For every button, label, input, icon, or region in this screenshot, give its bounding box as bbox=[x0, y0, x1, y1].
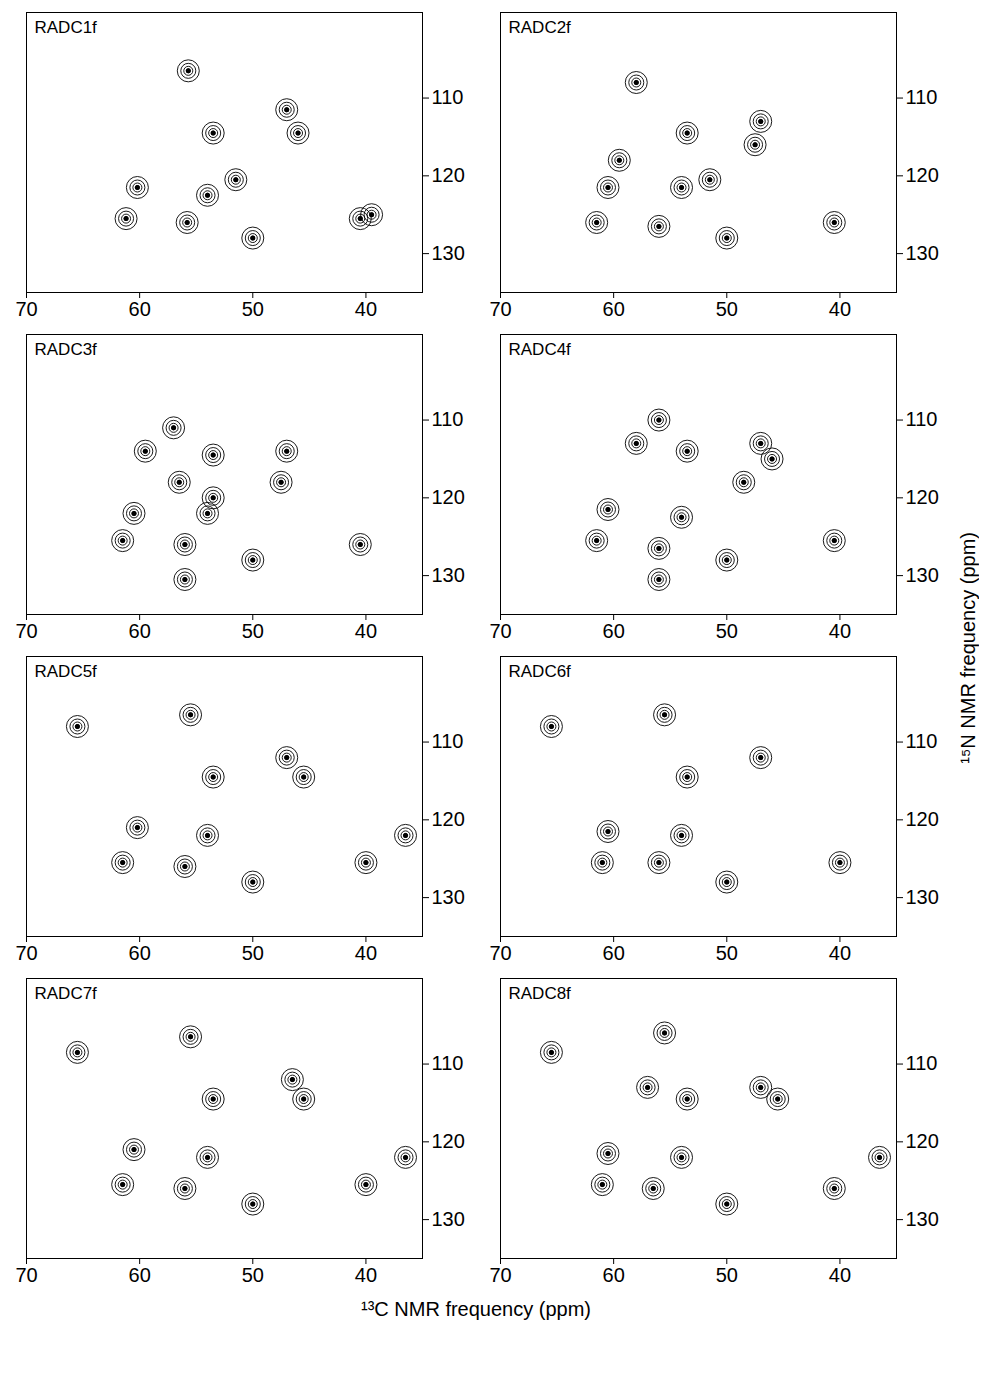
svg-text:130: 130 bbox=[432, 886, 465, 908]
svg-text:RADC7f: RADC7f bbox=[35, 984, 98, 1003]
svg-text:RADC6f: RADC6f bbox=[509, 662, 572, 681]
svg-text:110: 110 bbox=[432, 408, 464, 430]
svg-text:50: 50 bbox=[716, 620, 738, 642]
svg-text:110: 110 bbox=[906, 1052, 938, 1074]
svg-text:110: 110 bbox=[432, 1052, 464, 1074]
svg-text:70: 70 bbox=[489, 620, 511, 642]
svg-text:60: 60 bbox=[129, 942, 151, 964]
svg-text:60: 60 bbox=[603, 298, 625, 320]
svg-text:40: 40 bbox=[829, 1264, 851, 1286]
svg-text:RADC5f: RADC5f bbox=[35, 662, 98, 681]
svg-text:60: 60 bbox=[603, 1264, 625, 1286]
svg-text:120: 120 bbox=[432, 486, 465, 508]
svg-text:110: 110 bbox=[906, 408, 938, 430]
svg-text:130: 130 bbox=[906, 242, 939, 264]
svg-text:50: 50 bbox=[242, 1264, 264, 1286]
svg-text:110: 110 bbox=[906, 86, 938, 108]
svg-text:RADC8f: RADC8f bbox=[509, 984, 572, 1003]
svg-text:60: 60 bbox=[603, 942, 625, 964]
html-text:¹³C NMR frequency (ppm): ¹³C NMR frequency (ppm) bbox=[361, 1298, 591, 1320]
svg-text:110: 110 bbox=[906, 730, 938, 752]
svg-text:130: 130 bbox=[432, 1208, 465, 1230]
svg-text:50: 50 bbox=[716, 942, 738, 964]
svg-text:50: 50 bbox=[242, 942, 264, 964]
html-text:¹⁵N NMR frequency (ppm): ¹⁵N NMR frequency (ppm) bbox=[956, 532, 979, 764]
svg-text:50: 50 bbox=[242, 298, 264, 320]
svg-text:RADC3f: RADC3f bbox=[35, 340, 98, 359]
svg-text:70: 70 bbox=[489, 942, 511, 964]
svg-text:120: 120 bbox=[432, 164, 465, 186]
svg-text:60: 60 bbox=[129, 620, 151, 642]
svg-text:RADC2f: RADC2f bbox=[509, 18, 572, 37]
svg-text:70: 70 bbox=[489, 1264, 511, 1286]
svg-text:50: 50 bbox=[242, 620, 264, 642]
svg-text:120: 120 bbox=[906, 486, 939, 508]
svg-text:130: 130 bbox=[432, 242, 465, 264]
svg-text:110: 110 bbox=[432, 730, 464, 752]
svg-text:50: 50 bbox=[716, 298, 738, 320]
svg-text:70: 70 bbox=[15, 1264, 37, 1286]
svg-text:130: 130 bbox=[906, 1208, 939, 1230]
svg-text:120: 120 bbox=[906, 1130, 939, 1152]
svg-text:60: 60 bbox=[129, 298, 151, 320]
svg-text:RADC1f: RADC1f bbox=[35, 18, 98, 37]
svg-text:120: 120 bbox=[906, 808, 939, 830]
svg-text:120: 120 bbox=[906, 164, 939, 186]
svg-text:120: 120 bbox=[432, 808, 465, 830]
svg-text:40: 40 bbox=[355, 1264, 377, 1286]
svg-text:40: 40 bbox=[829, 942, 851, 964]
svg-text:130: 130 bbox=[432, 564, 465, 586]
svg-text:70: 70 bbox=[15, 942, 37, 964]
svg-text:70: 70 bbox=[15, 298, 37, 320]
svg-text:40: 40 bbox=[355, 942, 377, 964]
svg-text:130: 130 bbox=[906, 886, 939, 908]
svg-text:60: 60 bbox=[603, 620, 625, 642]
svg-text:50: 50 bbox=[716, 1264, 738, 1286]
svg-text:40: 40 bbox=[355, 620, 377, 642]
svg-text:RADC4f: RADC4f bbox=[509, 340, 572, 359]
svg-text:40: 40 bbox=[829, 298, 851, 320]
svg-text:70: 70 bbox=[489, 298, 511, 320]
svg-text:60: 60 bbox=[129, 1264, 151, 1286]
svg-text:40: 40 bbox=[829, 620, 851, 642]
svg-text:130: 130 bbox=[906, 564, 939, 586]
svg-text:110: 110 bbox=[432, 86, 464, 108]
svg-text:40: 40 bbox=[355, 298, 377, 320]
svg-text:70: 70 bbox=[15, 620, 37, 642]
svg-text:120: 120 bbox=[432, 1130, 465, 1152]
